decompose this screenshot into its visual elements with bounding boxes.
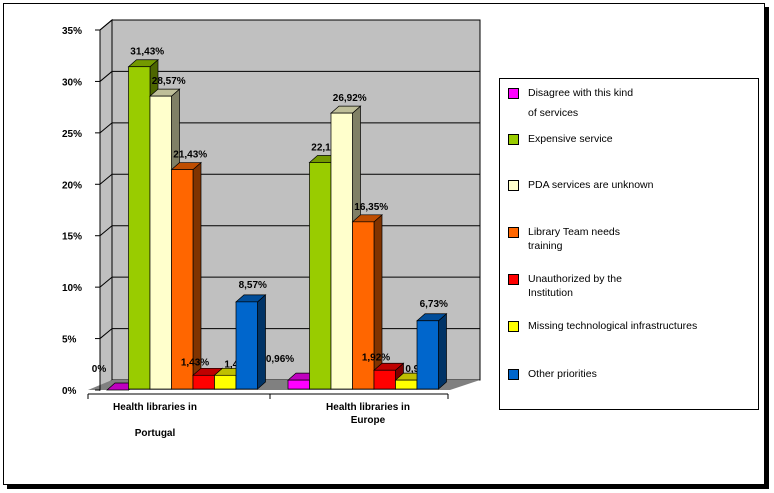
category-label: Portugal: [135, 428, 176, 439]
legend-label: Other priorities: [528, 368, 597, 380]
data-label: 1,43%: [181, 357, 209, 368]
y-tick-label: 20%: [62, 180, 82, 191]
legend-swatch: [508, 227, 519, 238]
y-tick-label: 0%: [62, 386, 77, 397]
legend-swatch: [508, 88, 519, 99]
data-label: 0%: [92, 364, 107, 375]
bar-side: [438, 313, 447, 390]
y-tick-label: 10%: [62, 283, 82, 294]
bar: [128, 66, 151, 390]
bar-side: [192, 161, 202, 390]
data-label: 0,96%: [266, 354, 294, 365]
data-label: 28,57%: [152, 76, 186, 87]
legend-swatch: [508, 180, 519, 191]
category-label: Health libraries in: [113, 402, 197, 413]
y-tick-label: 35%: [62, 26, 82, 37]
gridline: [99, 70, 480, 82]
legend-label: Library Team needs training: [528, 226, 621, 252]
legend-label: Expensive service: [528, 133, 613, 145]
bar: [352, 221, 375, 390]
data-label: 8,57%: [239, 280, 267, 291]
data-label: 6,73%: [420, 299, 448, 310]
bar: [214, 374, 237, 390]
y-tick-label: 25%: [62, 129, 82, 140]
y-tick-label: 30%: [62, 77, 82, 88]
legend-label: Missing technological infrastructures: [528, 320, 698, 332]
bar: [395, 379, 418, 390]
y-tick-label: 15%: [62, 232, 82, 243]
y-tick-label: 5%: [62, 335, 77, 346]
category-label: Health libraries in: [326, 402, 410, 413]
bar: [171, 169, 194, 390]
bar: [373, 369, 396, 390]
legend: Disagree with this kind of services Expen…: [499, 78, 759, 410]
bar-side: [257, 294, 266, 390]
data-label: 21,43%: [173, 150, 207, 161]
legend-swatch: [508, 321, 519, 332]
data-label: 16,35%: [354, 202, 388, 213]
bar: [192, 374, 215, 390]
bar: [235, 301, 258, 390]
legend-label: PDA services are unknown: [528, 179, 654, 191]
data-label: 22,12%: [311, 142, 345, 153]
legend-label: Disagree with this kind of services: [528, 87, 634, 119]
legend-swatch: [508, 369, 519, 380]
legend-label: Unauthorized by the Institution: [528, 273, 622, 299]
bar: [416, 320, 439, 390]
legend-swatch: [508, 274, 519, 285]
bar: [309, 162, 332, 390]
legend-swatch: [508, 134, 519, 145]
data-label: 31,43%: [130, 47, 164, 58]
gridline: [99, 19, 480, 31]
side-wall: [99, 18, 113, 392]
data-label: 1,92%: [362, 352, 390, 363]
data-label: 26,92%: [333, 93, 367, 104]
bar: [149, 95, 172, 390]
bar: [287, 379, 310, 390]
category-label: Europe: [351, 415, 386, 426]
bar: [330, 112, 353, 390]
